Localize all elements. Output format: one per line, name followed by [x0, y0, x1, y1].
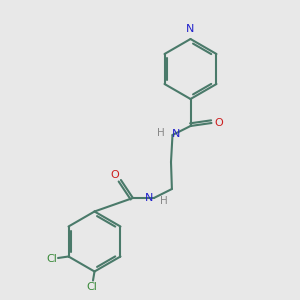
Text: N: N — [186, 25, 195, 34]
Text: Cl: Cl — [86, 281, 97, 292]
Text: O: O — [214, 118, 224, 128]
Text: Cl: Cl — [46, 254, 58, 265]
Text: O: O — [110, 170, 119, 181]
Text: H: H — [160, 196, 168, 206]
Text: N: N — [172, 129, 180, 139]
Text: N: N — [145, 193, 153, 203]
Text: H: H — [157, 128, 165, 139]
